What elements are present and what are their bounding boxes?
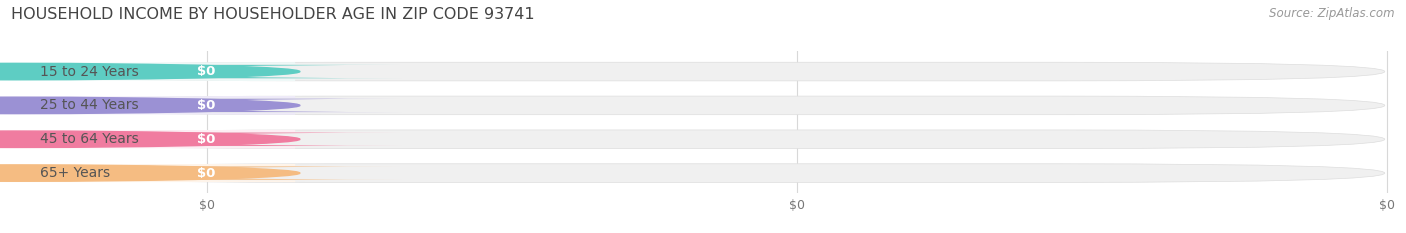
- FancyBboxPatch shape: [11, 133, 402, 146]
- Circle shape: [0, 63, 299, 80]
- FancyBboxPatch shape: [0, 165, 295, 181]
- Text: $0: $0: [197, 99, 215, 112]
- FancyBboxPatch shape: [0, 63, 295, 80]
- FancyBboxPatch shape: [3, 96, 1385, 115]
- Text: HOUSEHOLD INCOME BY HOUSEHOLDER AGE IN ZIP CODE 93741: HOUSEHOLD INCOME BY HOUSEHOLDER AGE IN Z…: [11, 7, 534, 22]
- Text: 25 to 44 Years: 25 to 44 Years: [41, 98, 139, 112]
- Circle shape: [0, 131, 299, 147]
- Text: 45 to 64 Years: 45 to 64 Years: [41, 132, 139, 146]
- FancyBboxPatch shape: [3, 62, 1385, 81]
- FancyBboxPatch shape: [11, 99, 402, 112]
- Circle shape: [0, 97, 299, 114]
- Circle shape: [0, 165, 299, 181]
- FancyBboxPatch shape: [0, 131, 295, 147]
- Text: 15 to 24 Years: 15 to 24 Years: [41, 65, 139, 79]
- FancyBboxPatch shape: [11, 65, 402, 78]
- FancyBboxPatch shape: [11, 166, 402, 180]
- Text: $0: $0: [197, 167, 215, 180]
- FancyBboxPatch shape: [3, 164, 1385, 182]
- Text: $0: $0: [197, 133, 215, 146]
- Text: Source: ZipAtlas.com: Source: ZipAtlas.com: [1270, 7, 1395, 20]
- Text: $0: $0: [197, 65, 215, 78]
- FancyBboxPatch shape: [3, 130, 1385, 149]
- FancyBboxPatch shape: [0, 97, 295, 114]
- Text: 65+ Years: 65+ Years: [41, 166, 110, 180]
